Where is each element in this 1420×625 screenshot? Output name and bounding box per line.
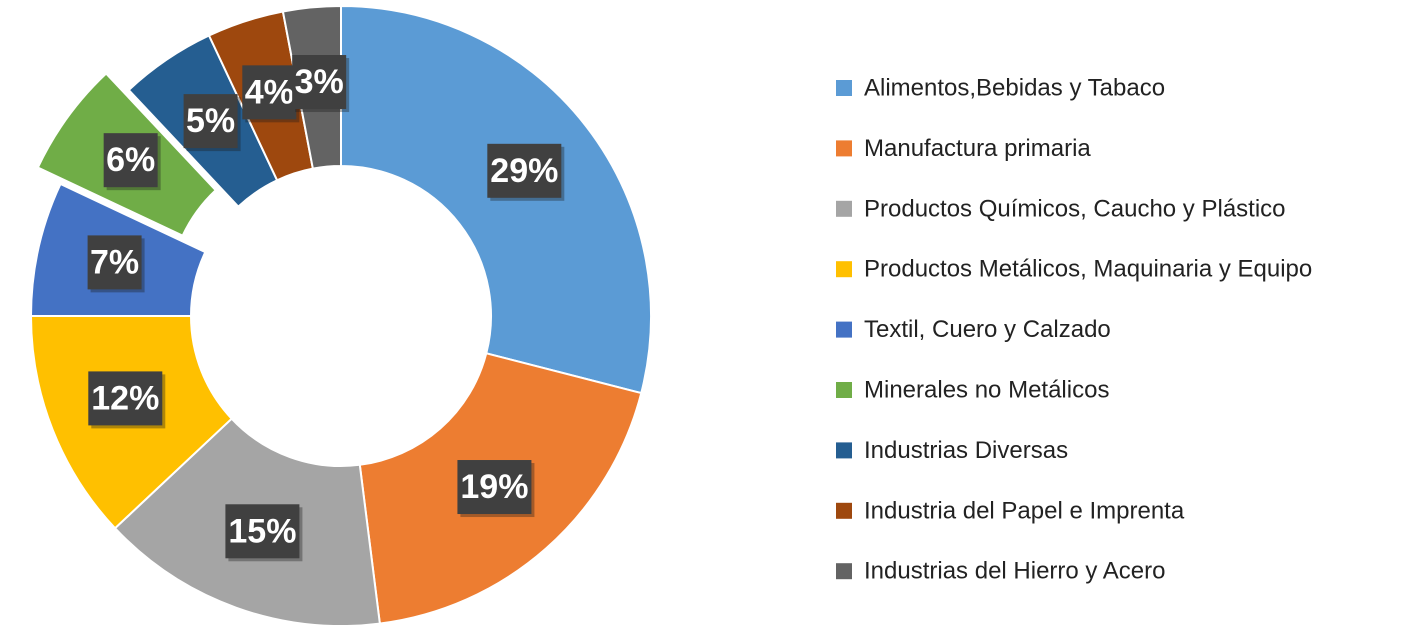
legend-label: Alimentos,Bebidas y Tabaco xyxy=(864,75,1165,102)
data-label-text: 7% xyxy=(90,243,139,281)
legend-label: Industria del Papel e Imprenta xyxy=(864,497,1185,524)
data-label: 7% xyxy=(87,235,145,293)
donut-slice xyxy=(340,4,652,395)
legend-swatch xyxy=(836,442,852,459)
data-label: 6% xyxy=(103,133,161,191)
data-label-text: 5% xyxy=(186,102,235,140)
data-label: 19% xyxy=(457,460,535,518)
data-label-text: 15% xyxy=(228,512,296,550)
data-label-box xyxy=(88,371,163,426)
data-label-text: 3% xyxy=(295,63,344,101)
legend-label: Productos Metálicos, Maquinaria y Equipo xyxy=(864,256,1312,283)
data-label-box xyxy=(225,504,300,559)
data-label-text: 12% xyxy=(91,379,159,417)
data-label: 29% xyxy=(487,143,565,201)
data-label-box xyxy=(183,94,238,149)
data-label-box xyxy=(292,55,347,110)
legend-swatch xyxy=(836,502,852,519)
legend-swatch xyxy=(836,140,852,157)
data-label-box xyxy=(242,65,297,120)
legend-label: Industrias Diversas xyxy=(864,437,1068,464)
legend-swatch xyxy=(836,563,852,580)
legend-swatch xyxy=(836,321,852,338)
data-label: 3% xyxy=(292,55,350,113)
data-label-box xyxy=(103,133,158,188)
data-label-text: 4% xyxy=(245,73,294,111)
legend-swatch xyxy=(836,382,852,398)
data-label: 4% xyxy=(242,65,300,123)
data-label-box xyxy=(487,143,562,198)
legend-swatch xyxy=(836,80,852,96)
data-label: 12% xyxy=(88,371,166,429)
data-label: 15% xyxy=(225,504,303,562)
legend-swatch xyxy=(836,261,852,278)
legend-label: Industrias del Hierro y Acero xyxy=(864,558,1165,585)
legend-label: Minerales no Metálicos xyxy=(864,377,1109,404)
data-label: 5% xyxy=(183,94,241,152)
data-label-box xyxy=(87,235,142,290)
data-label-text: 29% xyxy=(490,152,558,190)
legend-label: Productos Químicos, Caucho y Plástico xyxy=(864,195,1286,222)
data-label-text: 19% xyxy=(460,468,528,506)
data-label-box xyxy=(457,460,532,515)
legend-swatch xyxy=(836,200,852,217)
legend-label: Manufactura primaria xyxy=(864,135,1091,162)
legend-label: Textil, Cuero y Calzado xyxy=(864,316,1111,343)
data-label-text: 6% xyxy=(106,141,155,179)
